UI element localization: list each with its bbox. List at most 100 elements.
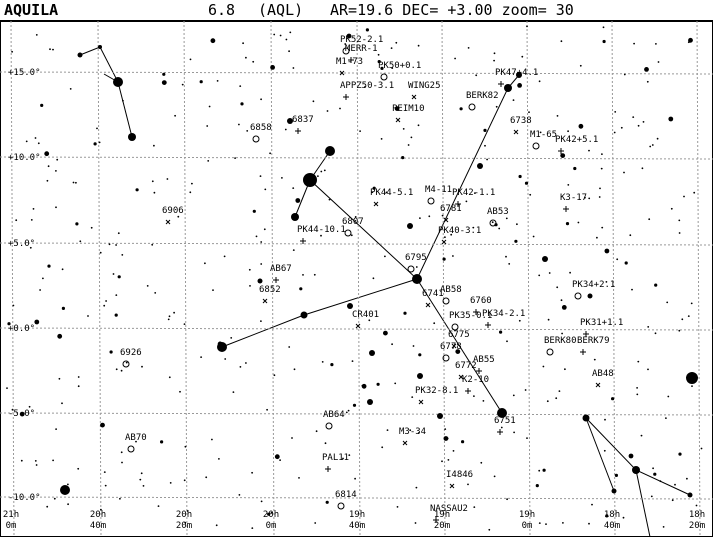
star [75, 182, 77, 184]
star [516, 223, 518, 225]
star [351, 234, 353, 236]
star [191, 183, 193, 185]
star [559, 390, 561, 392]
star [56, 159, 58, 161]
star [488, 529, 490, 531]
object-symbol [497, 429, 503, 435]
star [496, 106, 498, 108]
star [681, 318, 683, 320]
star [264, 228, 266, 230]
star [492, 221, 494, 223]
ra-minutes: 20m [176, 521, 192, 531]
star [526, 437, 528, 439]
object-symbol [326, 423, 332, 429]
bright-star [583, 415, 590, 422]
object-label: AB70 [125, 433, 147, 443]
star [73, 182, 75, 184]
star [122, 100, 124, 102]
star [506, 218, 508, 220]
object-label: AB64 [323, 410, 345, 420]
star [678, 453, 681, 456]
object-symbol [465, 388, 471, 394]
star [671, 208, 673, 210]
object-label: BERK79 [577, 336, 610, 346]
star [177, 216, 179, 218]
star [688, 315, 690, 317]
ra-hours: 19h [349, 510, 365, 520]
object-label: PK50+0.1 [378, 61, 421, 71]
star [40, 104, 43, 107]
star [629, 454, 634, 459]
star [378, 54, 380, 56]
ra-grid-line [271, 21, 274, 537]
star [468, 47, 470, 49]
star [261, 501, 263, 503]
star [29, 406, 31, 408]
star [115, 244, 117, 246]
dec-grid-line [0, 413, 713, 415]
bright-star [303, 173, 317, 187]
star [291, 437, 293, 439]
star [548, 319, 550, 321]
star [599, 188, 601, 190]
object-label: BERK80 [544, 336, 577, 346]
object-symbol [381, 74, 387, 80]
star [461, 440, 464, 443]
star [667, 396, 669, 398]
star [240, 366, 242, 368]
star [652, 467, 654, 469]
ra-grid-line [527, 21, 530, 537]
star [416, 487, 418, 489]
star [44, 151, 49, 156]
ra-hours: 21h [3, 510, 19, 520]
constellation-line [586, 418, 614, 491]
star [169, 376, 171, 378]
ra-hours: 20h [176, 510, 192, 520]
star [280, 35, 282, 37]
star [539, 80, 541, 82]
star [313, 100, 315, 102]
ra-minutes: 40m [349, 521, 365, 531]
star [211, 38, 216, 43]
star [580, 65, 582, 67]
constellation-lines [80, 47, 690, 537]
star [672, 499, 674, 501]
object-symbol [343, 94, 349, 100]
ra-grid-line [612, 21, 615, 537]
ra-minutes: 40m [90, 521, 106, 531]
star [339, 108, 341, 110]
star [493, 60, 495, 62]
star [136, 188, 139, 191]
star [78, 385, 80, 387]
star [103, 305, 105, 307]
map-border [1, 22, 713, 537]
star [562, 305, 567, 310]
star [169, 315, 171, 317]
star [52, 49, 54, 51]
star [611, 397, 614, 400]
bright-star [504, 84, 512, 92]
bright-star [588, 294, 593, 299]
star [292, 187, 294, 189]
star [642, 167, 644, 169]
star [658, 61, 660, 63]
star [594, 359, 596, 361]
star [418, 45, 420, 47]
star [207, 160, 209, 162]
dec-grid-line [0, 157, 713, 159]
star [275, 454, 280, 459]
object-symbol [575, 293, 581, 299]
star [200, 356, 202, 358]
star [543, 366, 545, 368]
star [260, 241, 262, 243]
object-label: CR401 [352, 310, 379, 320]
star [651, 496, 653, 498]
bright-star [291, 213, 299, 221]
star [525, 389, 527, 391]
dec-grid-line [0, 328, 713, 330]
star [141, 366, 143, 368]
star [293, 249, 295, 251]
star [154, 192, 156, 194]
star [266, 409, 268, 411]
star [38, 142, 40, 144]
